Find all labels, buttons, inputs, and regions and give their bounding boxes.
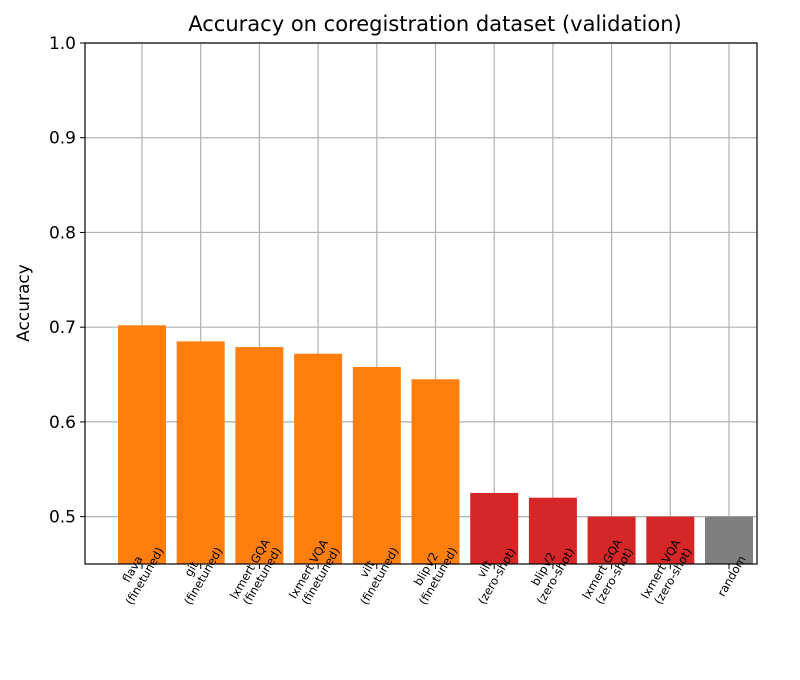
bar	[528, 497, 577, 564]
chart-title: Accuracy on coregistration dataset (vali…	[188, 12, 681, 36]
bars	[118, 325, 753, 564]
y-tick-label: 0.8	[49, 223, 76, 243]
y-tick-label: 1.0	[49, 34, 76, 54]
bar	[646, 516, 695, 564]
y-tick-label: 0.6	[49, 413, 76, 433]
bar	[587, 516, 636, 564]
bar	[705, 516, 753, 564]
bar	[470, 492, 519, 564]
y-tick-label: 0.5	[49, 508, 76, 528]
bar	[176, 341, 225, 564]
y-axis-label: Accuracy	[14, 264, 34, 342]
bar	[294, 353, 343, 564]
y-tick-label: 0.9	[49, 129, 76, 149]
bar	[352, 366, 401, 564]
bar	[411, 379, 460, 564]
y-tick-label: 0.7	[49, 318, 76, 338]
bar	[118, 325, 166, 564]
bar	[235, 347, 284, 564]
plot-area-frame	[84, 42, 758, 565]
